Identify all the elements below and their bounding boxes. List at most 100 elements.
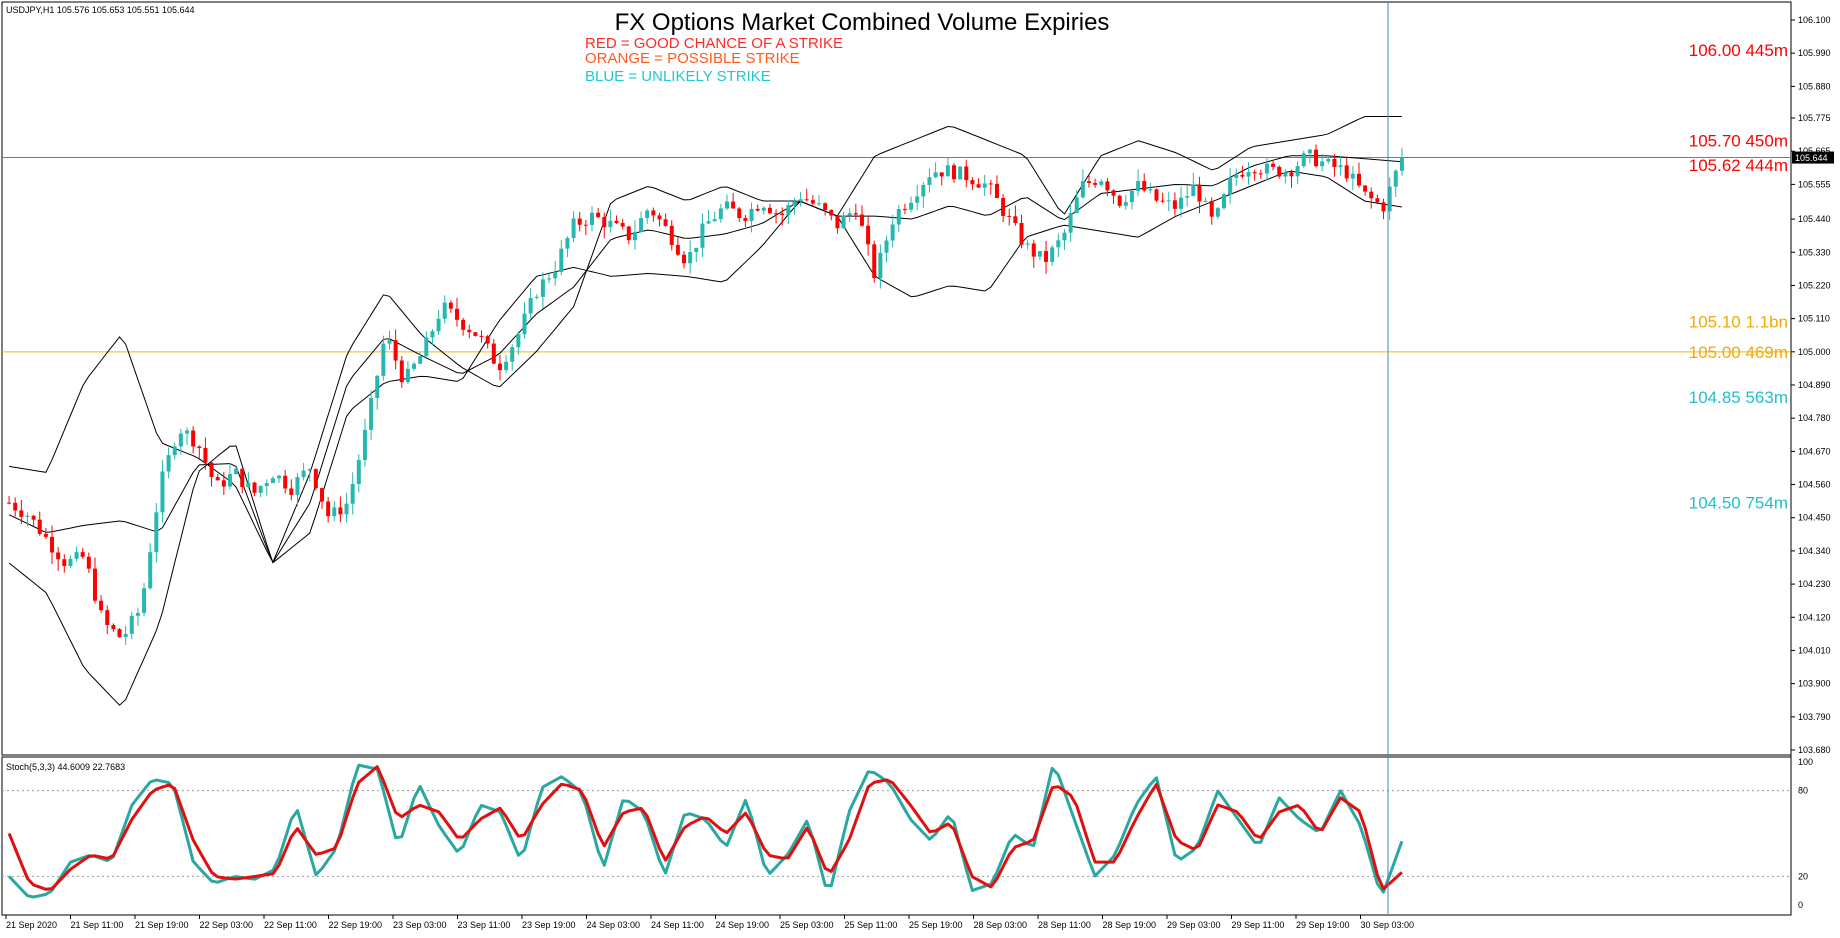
candle [510,344,515,371]
candle [1203,197,1208,203]
current-price-label: 105.644 [1795,153,1828,163]
candle [1105,178,1110,197]
time-tick-label: 25 Sep 19:00 [909,920,963,930]
candle [694,247,699,263]
candle [1326,156,1331,164]
candle [215,473,220,481]
candle [1283,169,1288,184]
legend-orange: ORANGE = POSSIBLE STRIKE [585,50,800,67]
candle [246,472,251,489]
stoch-tick-label: 80 [1798,786,1808,796]
candle [1271,159,1276,171]
candle [1154,188,1159,203]
candle [1393,169,1398,197]
candle [534,294,539,300]
candle [1289,169,1294,188]
candle [289,479,294,501]
candle [148,543,153,590]
candle [497,354,502,381]
candle [399,356,404,388]
candle [442,295,447,324]
time-tick-label: 24 Sep 11:00 [651,920,704,930]
candle [1228,168,1233,204]
time-tick-label: 28 Sep 19:00 [1103,920,1157,930]
candle [43,528,48,539]
candle [792,198,797,215]
price-tick-label: 105.220 [1798,280,1831,290]
candle [240,468,245,494]
candle [485,334,490,349]
candle [448,300,453,313]
candle [160,460,165,523]
candle [577,211,582,232]
candle [1387,177,1392,221]
candle [221,471,226,496]
candle [418,352,423,365]
price-tick-label: 104.230 [1798,579,1831,589]
candle [1025,239,1030,250]
expiry-annotation: 106.00 445m [1689,41,1788,60]
candle [872,240,877,283]
candle [473,331,478,337]
legend-red: RED = GOOD CHANCE OF A STRIKE [585,35,843,52]
candle [56,547,61,571]
candle [1019,214,1024,249]
candle [663,213,668,227]
candle [1369,187,1374,209]
candle [1307,148,1312,164]
candle [430,328,435,346]
candle [749,202,754,233]
candle [31,514,36,526]
candle [1080,169,1085,199]
candle [731,192,736,209]
stochastic-indicator: 100 80 20 0 [2,757,1813,910]
candle [197,445,202,460]
candle [320,487,325,509]
candle [1246,162,1251,185]
candle [13,497,18,517]
price-tick-label: 105.440 [1798,214,1831,224]
candle [436,309,441,335]
candle [338,496,343,523]
candle [191,426,196,454]
candle [700,213,705,257]
candle [405,360,410,385]
candle [608,209,613,233]
candle [326,496,331,523]
bollinger-middle [8,155,1402,564]
candle [129,611,134,640]
candle [774,209,779,224]
candle [479,330,484,343]
candle [1277,165,1282,179]
candle [565,236,570,258]
candle [909,196,914,213]
candle [675,237,680,256]
candle [86,552,91,573]
candle [1295,161,1300,185]
candle [80,548,85,559]
candle [50,525,55,565]
candle [1136,169,1141,196]
candle [1375,194,1380,205]
price-tick-label: 105.880 [1798,81,1831,91]
symbol-info: USDJPY,H1 105.576 105.653 105.551 105.64… [6,5,195,15]
candle [461,317,466,336]
horizontal-lines [2,157,1791,353]
candle [381,335,386,381]
price-tick-label: 104.670 [1798,446,1831,456]
candle [62,554,67,573]
candle [964,159,969,188]
bollinger-upper [9,116,1402,564]
price-tick-label: 104.010 [1798,645,1831,655]
candle [313,468,318,491]
price-tick-label: 104.560 [1798,480,1831,490]
time-tick-label: 22 Sep 19:00 [329,920,383,930]
time-tick-label: 21 Sep 19:00 [135,920,189,930]
candle [105,605,110,635]
candle [921,182,926,208]
candle [835,215,840,234]
candle [1252,169,1257,181]
candle [387,330,392,350]
